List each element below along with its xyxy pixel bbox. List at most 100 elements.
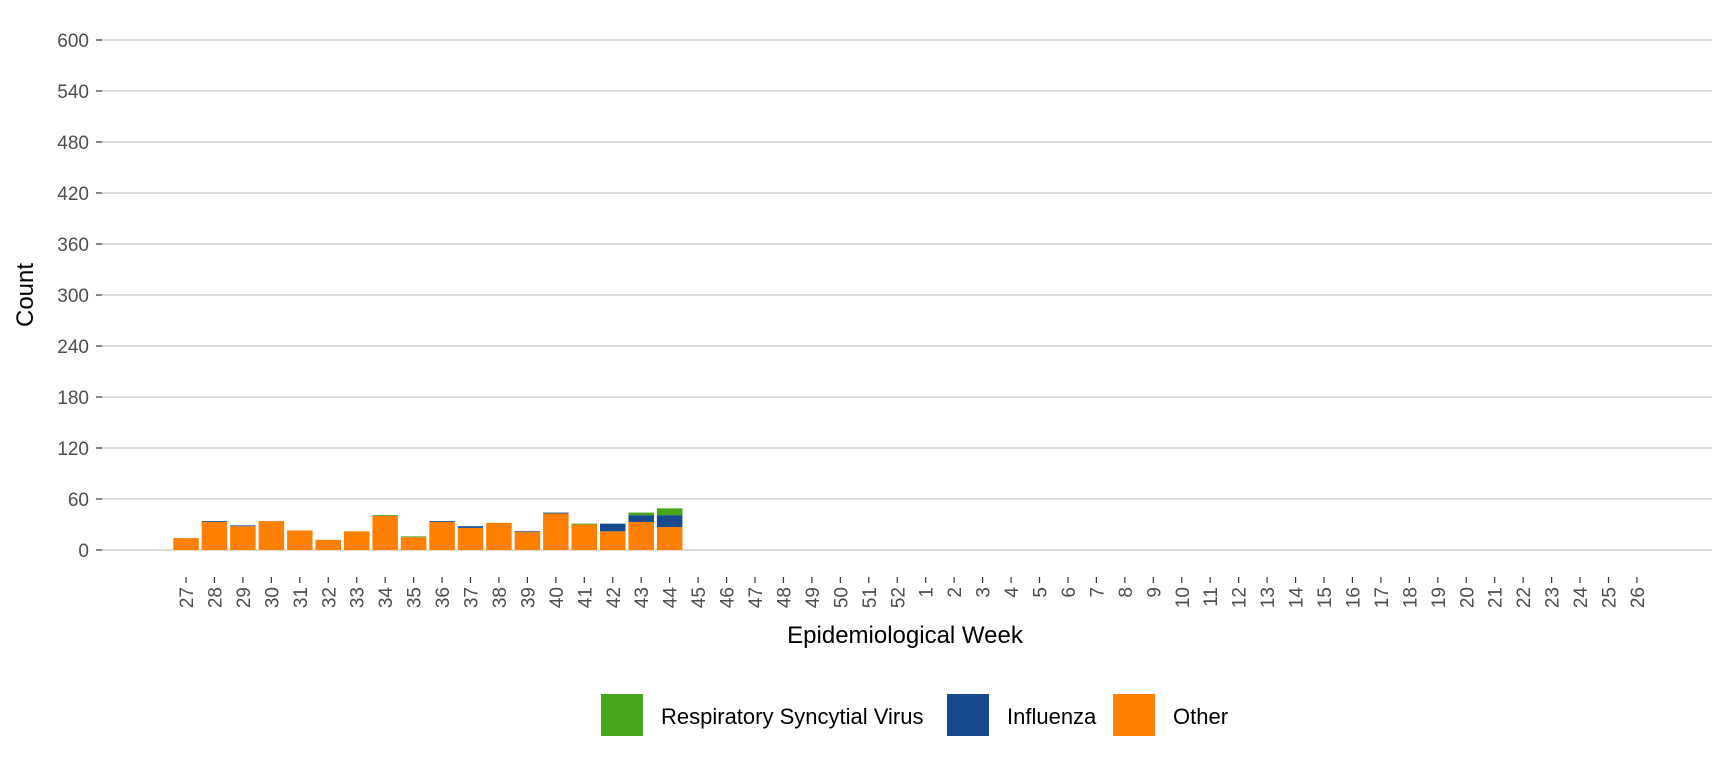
y-tick-label: 480 [57, 133, 89, 154]
x-tick-label: 52 [888, 587, 909, 608]
x-tick-label: 8 [1116, 587, 1137, 598]
bar-influenza-week-43 [628, 515, 654, 522]
bar-respiratory-syncytial-virus-week-44 [656, 508, 683, 516]
bars [173, 508, 683, 550]
bar-respiratory-syncytial-virus-week-41 [571, 523, 598, 525]
bar-influenza-week-39 [514, 531, 541, 533]
x-tick-label: 1 [917, 587, 938, 598]
bar-other-week-43 [628, 521, 654, 550]
bar-respiratory-syncytial-virus-week-43 [628, 512, 654, 516]
x-tick-label: 39 [518, 587, 539, 608]
x-tick-label: 48 [774, 587, 795, 608]
x-tick-label: 43 [632, 587, 653, 608]
x-tick-label: 49 [803, 587, 824, 608]
x-axis-title: Epidemiological Week [787, 622, 1024, 649]
x-tick-label: 34 [376, 587, 397, 609]
x-tick-label: 38 [490, 587, 511, 608]
x-tick-label: 23 [1543, 587, 1564, 608]
y-tick-label: 300 [57, 286, 89, 307]
y-tick-label: 60 [68, 490, 89, 511]
bar-other-week-30 [258, 521, 285, 550]
x-tick-label: 36 [433, 587, 454, 608]
y-tick-label: 240 [57, 337, 89, 358]
x-tick-label: 24 [1571, 587, 1592, 609]
y-tick-label: 360 [57, 235, 89, 256]
bar-influenza-week-42 [600, 523, 626, 532]
x-tick-label: 15 [1315, 587, 1336, 608]
x-tick-label: 41 [575, 587, 596, 608]
y-tick-label: 600 [57, 31, 89, 52]
x-tick-label: 7 [1087, 587, 1108, 598]
bar-influenza-week-40 [543, 512, 569, 514]
y-tick-label: 420 [57, 184, 89, 205]
x-tick-label: 29 [234, 587, 255, 608]
legend-swatch-other [1113, 694, 1155, 736]
bar-other-week-31 [287, 530, 313, 550]
x-tick-label: 25 [1600, 587, 1621, 608]
x-tick-label: 6 [1059, 587, 1080, 598]
x-tick-label: 20 [1457, 587, 1478, 608]
bar-other-week-40 [543, 513, 569, 550]
x-tick-label: 40 [547, 587, 568, 608]
bar-other-week-39 [514, 532, 541, 550]
x-tick-label: 32 [319, 587, 340, 608]
x-tick-label: 35 [405, 587, 426, 608]
bar-respiratory-syncytial-virus-week-34 [372, 515, 398, 516]
x-tick-label: 28 [205, 587, 226, 608]
x-tick-label: 13 [1258, 587, 1279, 608]
x-tick-label: 44 [661, 587, 682, 609]
x-tick-label: 46 [718, 587, 739, 608]
gridlines [102, 39, 1712, 551]
x-tick-label: 12 [1230, 587, 1251, 608]
legend-label: Respiratory Syncytial Virus [661, 704, 923, 729]
bar-other-week-41 [571, 524, 598, 550]
bar-other-week-37 [457, 527, 484, 550]
y-tick-label: 0 [78, 541, 89, 562]
x-tick-label: 26 [1628, 587, 1649, 608]
x-tick-label: 51 [860, 587, 881, 608]
x-tick-label: 42 [604, 587, 625, 608]
bar-influenza-week-36 [429, 521, 455, 522]
bar-other-week-34 [372, 516, 398, 550]
bar-other-week-28 [201, 521, 228, 550]
bar-other-week-44 [656, 527, 683, 550]
legend: Respiratory Syncytial Virus Influenza Othe… [601, 694, 1228, 736]
legend-label: Other [1173, 704, 1228, 729]
bar-other-week-32 [315, 539, 341, 550]
legend-label: Influenza [1007, 704, 1097, 729]
x-tick-label: 19 [1429, 587, 1450, 608]
bar-other-week-38 [486, 522, 512, 550]
bar-other-week-42 [600, 531, 626, 550]
bar-other-week-27 [173, 538, 199, 550]
y-tick-label: 120 [57, 439, 89, 460]
x-tick-label: 45 [689, 587, 710, 608]
x-tick-label: 3 [974, 587, 995, 598]
bar-influenza-week-37 [457, 526, 484, 528]
x-tick-label: 22 [1514, 587, 1535, 608]
x-tick-label: 50 [831, 587, 852, 608]
x-tick-label: 14 [1287, 587, 1308, 609]
x-tick-label: 16 [1343, 587, 1364, 608]
bar-other-week-33 [343, 531, 370, 550]
bar-other-week-35 [400, 537, 427, 550]
x-axis: 27 28 29 30 31 32 33 34 35 36 37 38 39 40 41 42 43 44 45 46… [177, 577, 1649, 608]
x-tick-label: 21 [1486, 587, 1507, 608]
bar-influenza-week-44 [656, 515, 683, 528]
x-tick-label: 5 [1031, 587, 1052, 598]
y-axis-title: Count [12, 263, 39, 327]
bar-respiratory-syncytial-virus-week-35 [400, 536, 427, 538]
x-tick-label: 10 [1173, 587, 1194, 608]
y-tick-label: 540 [57, 82, 89, 103]
bar-other-week-36 [429, 521, 455, 550]
x-tick-label: 9 [1144, 587, 1165, 598]
bar-other-week-29 [230, 526, 256, 550]
x-tick-label: 17 [1372, 587, 1393, 608]
x-tick-label: 18 [1400, 587, 1421, 608]
x-tick-label: 27 [177, 587, 198, 608]
legend-swatch-influenza [947, 694, 989, 736]
x-tick-label: 37 [462, 587, 483, 608]
bar-influenza-week-29 [230, 525, 256, 527]
bar-influenza-week-28 [201, 521, 228, 522]
x-tick-label: 11 [1201, 587, 1222, 607]
